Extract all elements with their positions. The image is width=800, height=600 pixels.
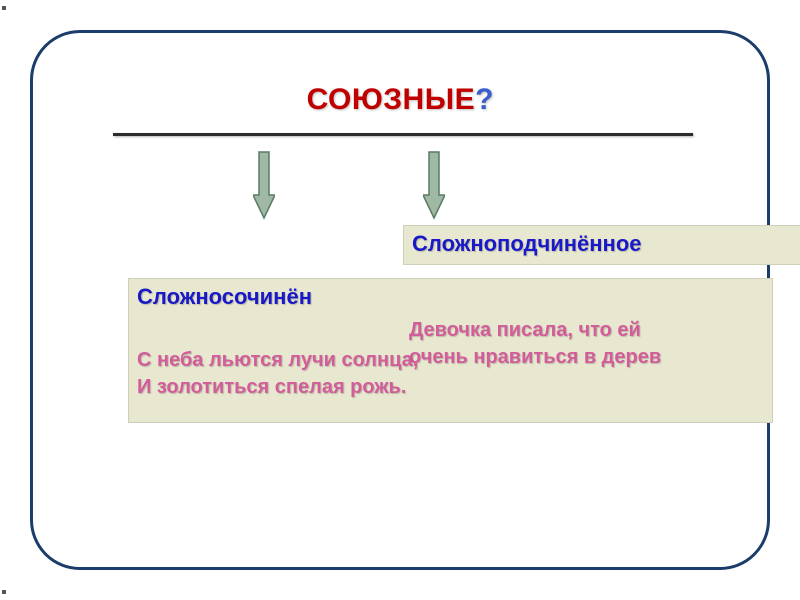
corner-dot	[2, 590, 6, 594]
title-underline	[113, 133, 693, 136]
box-compound: Сложносочинён Девочка писала, что ей оче…	[128, 278, 773, 423]
compound-title: Сложносочинён	[137, 284, 312, 310]
arrow-down-right	[423, 150, 445, 220]
corner-dot	[2, 6, 6, 10]
compound-example: С неба льются лучи солнца, И золотиться …	[137, 347, 567, 401]
example-line: Девочка писала, что ей	[409, 319, 641, 341]
arrow-down-left	[253, 150, 275, 220]
subordinate-title: Сложноподчинённое	[412, 231, 642, 257]
box-subordinate: Сложноподчинённое	[403, 225, 800, 265]
slide-title-question: ?	[475, 83, 493, 116]
arrow-shape	[423, 152, 445, 218]
title-row: СОЮЗНЫЕ?	[33, 83, 767, 117]
example-line: С неба льются лучи солнца,	[137, 349, 418, 371]
slide-frame: СОЮЗНЫЕ? Сложноподчинённое Сложносочинён…	[30, 30, 770, 570]
slide-title: СОЮЗНЫЕ	[307, 83, 476, 116]
example-line: И золотиться спелая рожь.	[137, 376, 406, 398]
arrow-shape	[253, 152, 275, 218]
